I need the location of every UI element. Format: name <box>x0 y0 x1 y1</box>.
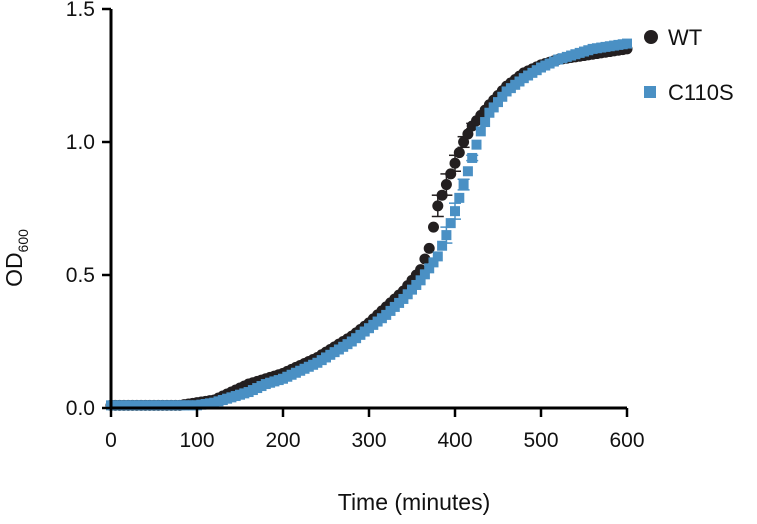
y-axis-title-main: OD <box>1 252 27 287</box>
c110s-point <box>454 192 465 203</box>
x-tick-label: 0 <box>105 429 117 452</box>
c110s-point <box>428 257 439 268</box>
x-tick-label: 300 <box>351 429 386 452</box>
y-axis-title-subscript: 600 <box>15 229 31 253</box>
svg-text:OD600: OD600 <box>1 229 31 287</box>
c110s-point <box>497 91 508 102</box>
y-tick-label: 1.5 <box>66 0 95 21</box>
c110s-point <box>488 102 499 113</box>
c110s-point <box>480 117 491 128</box>
c110s-point <box>462 166 473 177</box>
x-axis-title: Time (minutes) <box>338 489 491 515</box>
wt-point <box>423 242 435 254</box>
c110s-point <box>493 97 503 108</box>
c110s-point <box>484 107 495 118</box>
x-tick-label: 200 <box>265 429 300 452</box>
c110s-point <box>450 206 460 217</box>
legend-marker-c110s <box>644 86 656 98</box>
series-wt-marks <box>105 43 633 411</box>
x-tick-label: 400 <box>437 429 472 452</box>
c110s-point <box>441 230 452 241</box>
wt-point <box>449 157 461 169</box>
c110s-point <box>424 263 435 274</box>
legend: WT C110S <box>644 25 734 105</box>
legend-label-c110s: C110S <box>668 80 734 105</box>
c110s-point <box>419 269 430 280</box>
wt-point <box>445 168 457 180</box>
legend-label-wt: WT <box>668 25 702 50</box>
c110s-point <box>432 251 443 262</box>
c110s-point <box>445 218 456 229</box>
y-tick-label: 1.0 <box>66 131 95 154</box>
wt-point <box>453 147 465 159</box>
c110s-point <box>471 139 482 150</box>
c110s-point <box>622 38 632 49</box>
c110s-point <box>437 240 448 251</box>
y-tick-label: 0.0 <box>66 397 95 420</box>
axis-ticks: 0 100 200 300 400 500 600 0.0 0.5 1.0 1.5 <box>66 0 645 452</box>
wt-point <box>432 200 444 212</box>
wt-point <box>436 189 448 201</box>
c110s-point <box>458 179 469 190</box>
x-tick-label: 500 <box>523 429 558 452</box>
y-tick-label: 0.5 <box>66 264 95 287</box>
wt-point <box>440 179 452 191</box>
c110s-point <box>415 275 426 286</box>
series-c110s-marks <box>106 38 632 411</box>
x-tick-label: 100 <box>179 429 214 452</box>
wt-point <box>419 253 431 265</box>
x-tick-label: 600 <box>609 429 644 452</box>
legend-marker-wt <box>644 30 658 44</box>
wt-point <box>428 221 439 233</box>
c110s-point <box>475 126 486 137</box>
y-axis-title: OD600 <box>1 229 31 287</box>
c110s-point <box>467 152 478 163</box>
